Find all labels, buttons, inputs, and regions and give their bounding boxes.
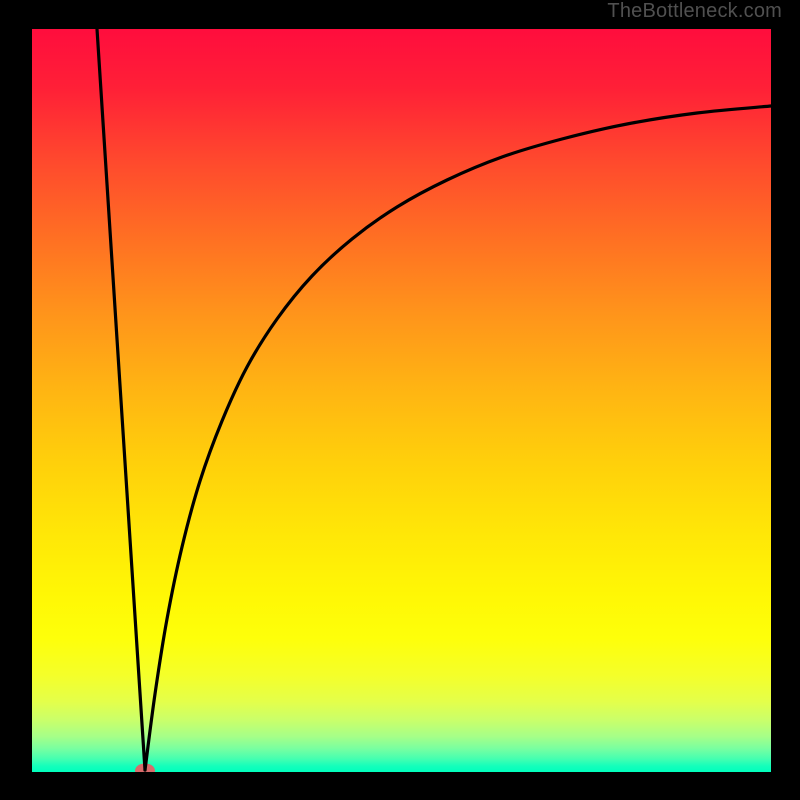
watermark-text: TheBottleneck.com <box>607 0 782 23</box>
plot-svg <box>32 29 771 772</box>
plot-area <box>32 29 771 772</box>
chart-container: { "canvas": { "width": 800, "height": 80… <box>0 0 800 800</box>
plot-background <box>32 29 771 772</box>
